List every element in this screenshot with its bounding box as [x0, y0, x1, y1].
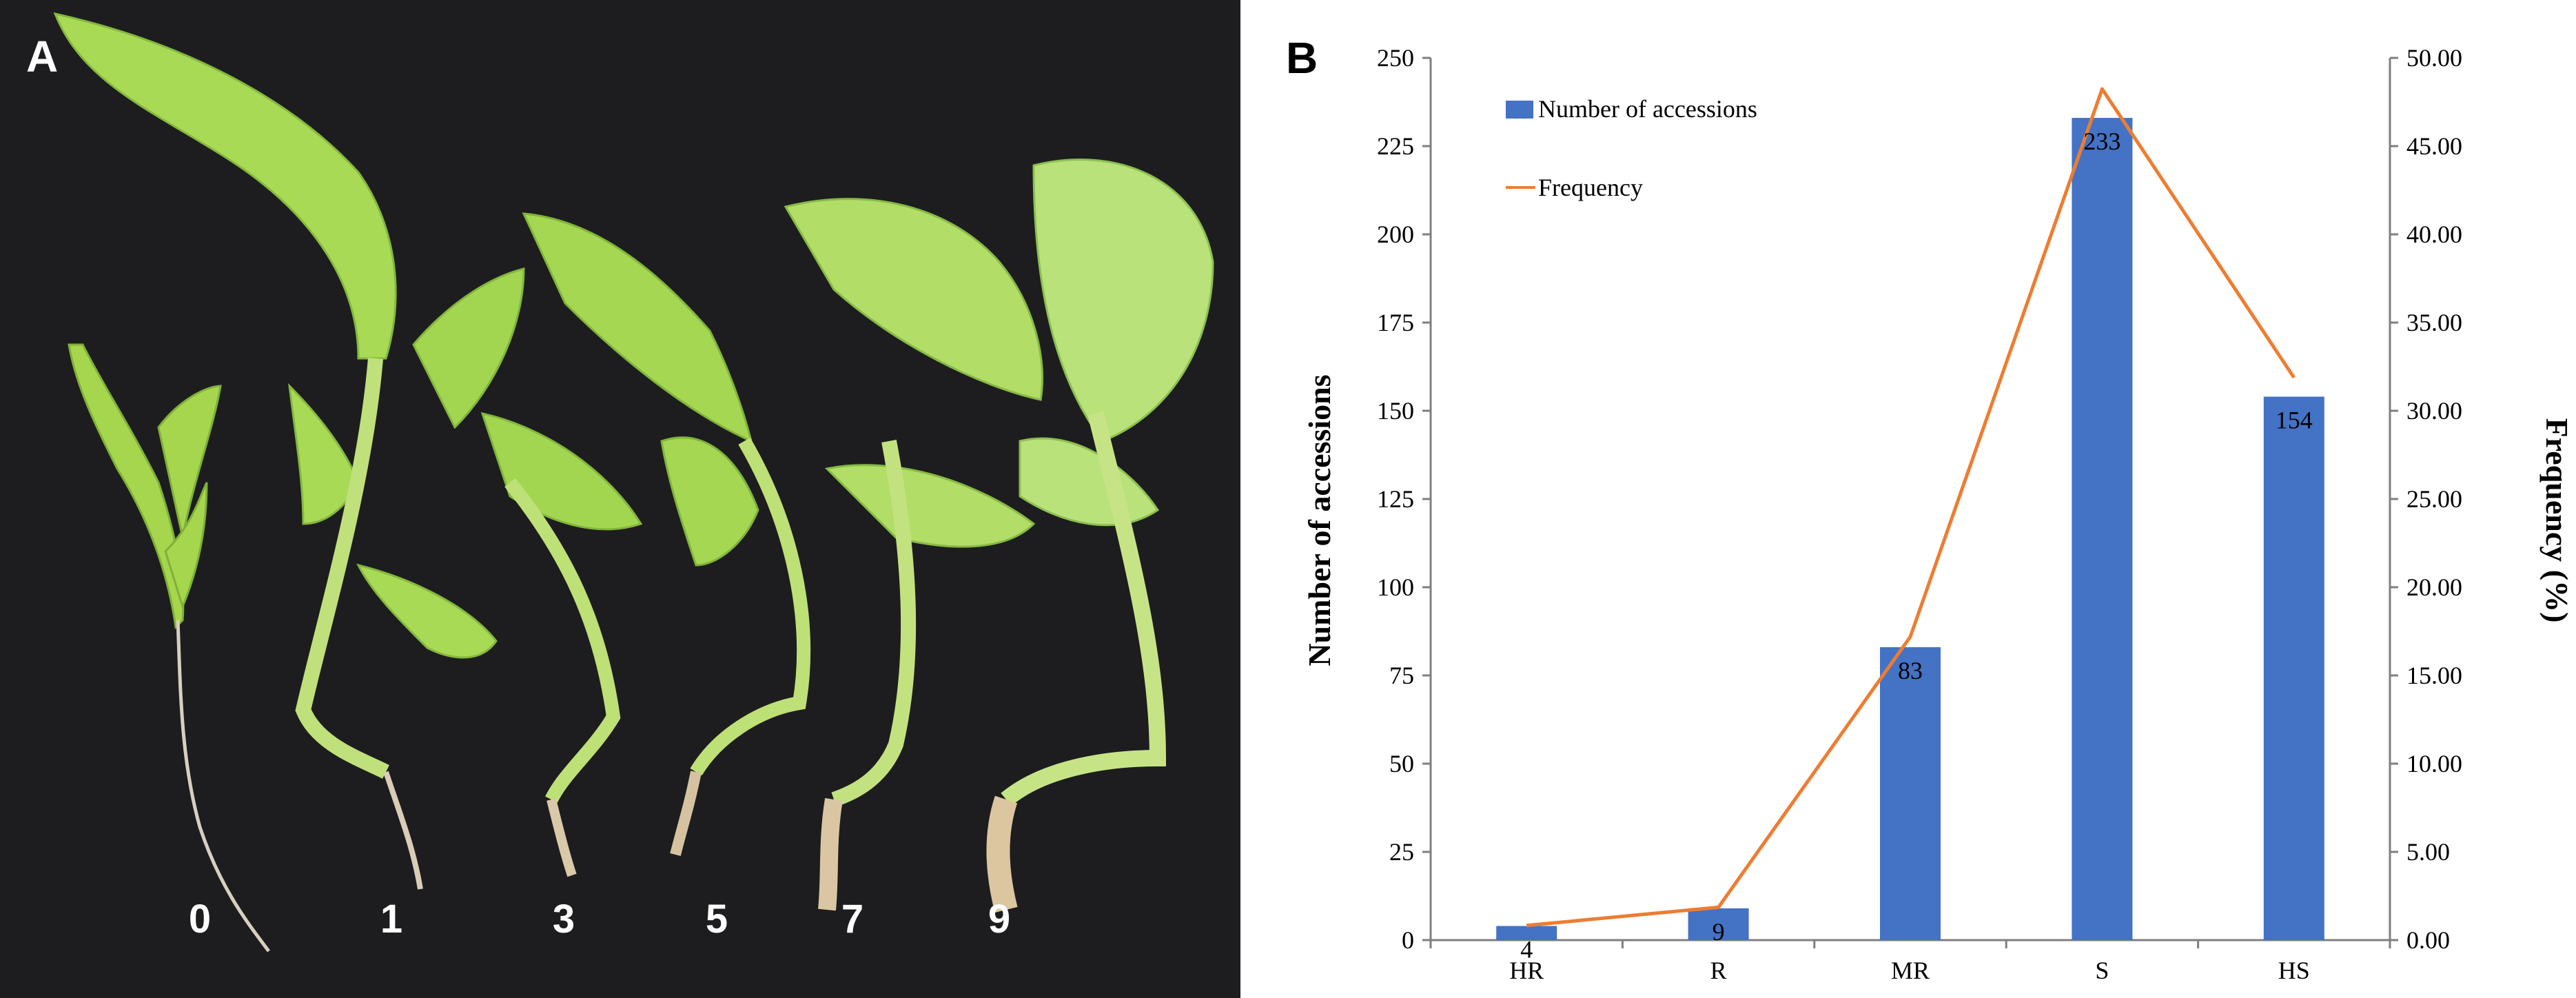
bars — [1496, 118, 2324, 940]
y2-tick-label: 45.00 — [2406, 132, 2462, 160]
score-label-7: 7 — [841, 897, 864, 941]
x-tick-label: S — [2095, 957, 2109, 984]
y-tick-label: 50 — [1389, 750, 1414, 777]
bar-R — [1688, 908, 1749, 940]
y-tick-label: 75 — [1389, 662, 1414, 689]
y2-tick-label: 50.00 — [2406, 44, 2462, 72]
panel-a-photo: A 0 1 3 5 7 9 — [0, 0, 1240, 998]
plant-score-9 — [1019, 159, 1214, 527]
y-tick-label: 100 — [1377, 573, 1414, 601]
y2-axis-title: Frequency (%) — [2539, 418, 2575, 623]
bar-HR — [1496, 926, 1557, 940]
bar-S — [2072, 118, 2133, 940]
y2-tick-label: 35.00 — [2406, 309, 2462, 336]
data-label-HR: 4 — [1520, 936, 1533, 964]
y-tick-label: 125 — [1377, 485, 1414, 513]
y2-tick-label: 25.00 — [2406, 485, 2462, 513]
y2-tick-label: 20.00 — [2406, 573, 2462, 601]
plant-score-1 — [53, 12, 498, 659]
y-tick-label: 225 — [1377, 132, 1414, 160]
y2-tick-label: 0.00 — [2406, 926, 2450, 954]
score-label-9: 9 — [988, 897, 1011, 941]
data-labels: 4 9 83 233 154 — [1520, 128, 2313, 963]
plant-photo — [0, 0, 1240, 998]
bar-line-chart: 0 25 50 75 100 125 150 175 200 225 250 0.00 5.00 10.0… — [1302, 44, 2575, 984]
y-tick-label: 0 — [1402, 926, 1414, 954]
plant-score-5 — [522, 212, 759, 567]
x-tick-label: HS — [2278, 957, 2310, 984]
y-tick-label: 200 — [1377, 221, 1414, 248]
y2-tick-label: 10.00 — [2406, 750, 2462, 777]
legend-swatch-bar — [1506, 101, 1533, 119]
y2-tick-label: 30.00 — [2406, 397, 2462, 425]
panel-letter-a: A — [26, 32, 59, 81]
y-tick-label: 150 — [1377, 397, 1414, 425]
panel-b-chart: 0 25 50 75 100 125 150 175 200 225 250 0.00 5.00 10.0… — [1240, 0, 2576, 998]
data-label-MR: 83 — [1898, 657, 1923, 684]
score-label-0: 0 — [188, 897, 212, 941]
y-tick-label: 175 — [1377, 309, 1414, 336]
x-tick-label: R — [1710, 957, 1727, 984]
plant-score-0 — [68, 343, 222, 630]
frequency-line-layer — [1526, 87, 2296, 928]
y-tick-label: 25 — [1389, 838, 1414, 866]
x-tick-label: MR — [1891, 957, 1930, 984]
legend-label-bar: Number of accessions — [1538, 95, 1757, 123]
score-label-5: 5 — [705, 897, 728, 941]
score-label-1: 1 — [380, 897, 403, 941]
y2-tick-label: 40.00 — [2406, 221, 2462, 248]
y2-tick-label: 5.00 — [2406, 838, 2450, 866]
bar-HS — [2263, 396, 2324, 940]
legend-label-line: Frequency — [1538, 174, 1643, 201]
bar-MR — [1880, 647, 1941, 940]
y-axis-title: Number of accessions — [1302, 374, 1337, 666]
y-tick-label: 250 — [1377, 44, 1414, 72]
score-label-3: 3 — [552, 897, 575, 941]
y2-tick-label: 15.00 — [2406, 662, 2462, 689]
panel-letter-b: B — [1286, 33, 1318, 83]
x-tick-label: HR — [1509, 957, 1544, 984]
data-label-R: 9 — [1713, 918, 1725, 946]
data-label-HS: 154 — [2276, 407, 2313, 434]
data-label-S: 233 — [2083, 128, 2120, 155]
legend: Number of accessions Frequency — [1506, 95, 1757, 201]
